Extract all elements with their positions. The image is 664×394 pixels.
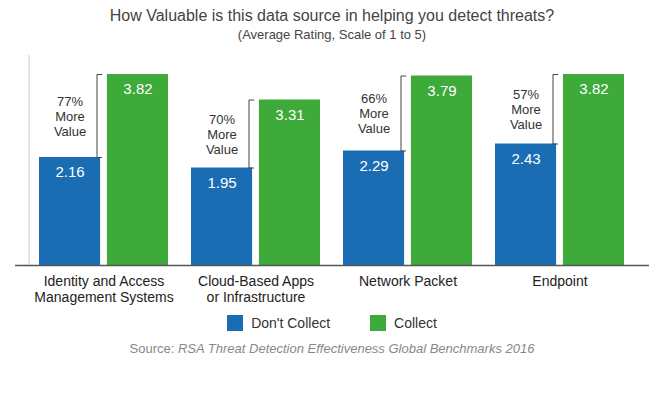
html-text:Source: RSA Threat Detection E: Source: RSA Threat Detection Effectivene… bbox=[129, 341, 535, 356]
svg-text:57%MoreValue: 57%MoreValue bbox=[510, 87, 542, 132]
svg-text:1.95: 1.95 bbox=[207, 174, 236, 191]
html-text:Collect: Collect bbox=[394, 315, 437, 331]
svg-text:3.82: 3.82 bbox=[123, 80, 152, 97]
svg-text:66%MoreValue: 66%MoreValue bbox=[358, 91, 390, 136]
svg-text:2.16: 2.16 bbox=[55, 163, 84, 180]
html-text:Don't Collect: Don't Collect bbox=[251, 315, 331, 331]
svg-text:70%MoreValue: 70%MoreValue bbox=[206, 112, 238, 157]
html-text:(Average Rating, Scale of 1 to: (Average Rating, Scale of 1 to 5) bbox=[237, 27, 427, 42]
svg-text:77%MoreValue: 77%MoreValue bbox=[54, 94, 86, 139]
svg-text:3.31: 3.31 bbox=[275, 106, 304, 123]
svg-text:2.29: 2.29 bbox=[359, 157, 388, 174]
html-text:How Valuable is this data sour: How Valuable is this data source in help… bbox=[109, 7, 555, 24]
svg-text:Network Packet: Network Packet bbox=[359, 273, 457, 289]
svg-text:3.79: 3.79 bbox=[427, 82, 456, 99]
svg-text:Identity and AccessManagement: Identity and AccessManagement Systems bbox=[34, 273, 173, 305]
svg-text:Endpoint: Endpoint bbox=[532, 273, 587, 289]
svg-text:2.43: 2.43 bbox=[511, 150, 540, 167]
svg-text:3.82: 3.82 bbox=[579, 80, 608, 97]
svg-text:Cloud-Based Appsor Infrastruct: Cloud-Based Appsor Infrastructure bbox=[198, 273, 314, 305]
